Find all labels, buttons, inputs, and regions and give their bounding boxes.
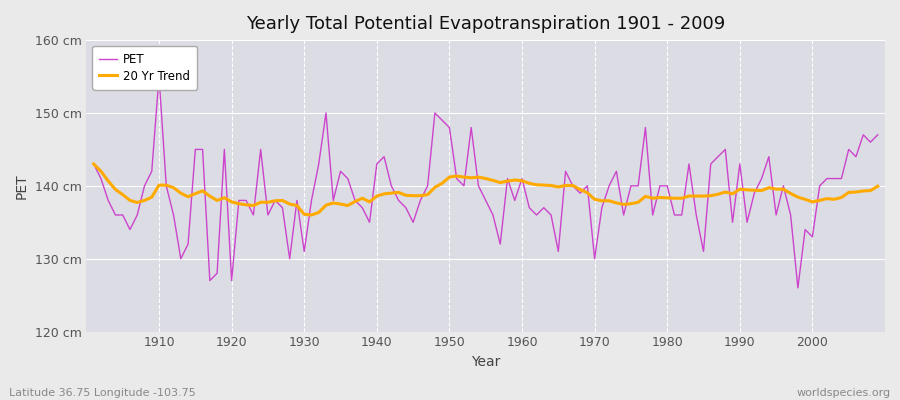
Line: 20 Yr Trend: 20 Yr Trend (94, 164, 878, 215)
20 Yr Trend (524, 181, 535, 186)
Text: Latitude 36.75 Longitude -103.75: Latitude 36.75 Longitude -103.75 (9, 388, 196, 398)
20 Yr Trend (306, 212, 317, 217)
PET (872, 132, 883, 137)
20 Yr Trend (147, 195, 158, 200)
PET (524, 205, 535, 210)
PET (147, 169, 158, 174)
Text: worldspecies.org: worldspecies.org (796, 388, 891, 398)
20 Yr Trend (313, 210, 324, 215)
Title: Yearly Total Potential Evapotranspiration 1901 - 2009: Yearly Total Potential Evapotranspiratio… (246, 15, 725, 33)
PET (517, 176, 527, 181)
PET (154, 74, 165, 79)
20 Yr Trend (611, 200, 622, 205)
X-axis label: Year: Year (471, 355, 500, 369)
PET (357, 205, 368, 210)
20 Yr Trend (872, 184, 883, 189)
PET (313, 162, 324, 166)
20 Yr Trend (517, 178, 527, 183)
Legend: PET, 20 Yr Trend: PET, 20 Yr Trend (93, 46, 197, 90)
PET (611, 169, 622, 174)
PET (793, 286, 804, 290)
Y-axis label: PET: PET (15, 173, 29, 199)
20 Yr Trend (88, 162, 99, 166)
PET (88, 162, 99, 166)
Line: PET: PET (94, 76, 878, 288)
20 Yr Trend (357, 196, 368, 201)
